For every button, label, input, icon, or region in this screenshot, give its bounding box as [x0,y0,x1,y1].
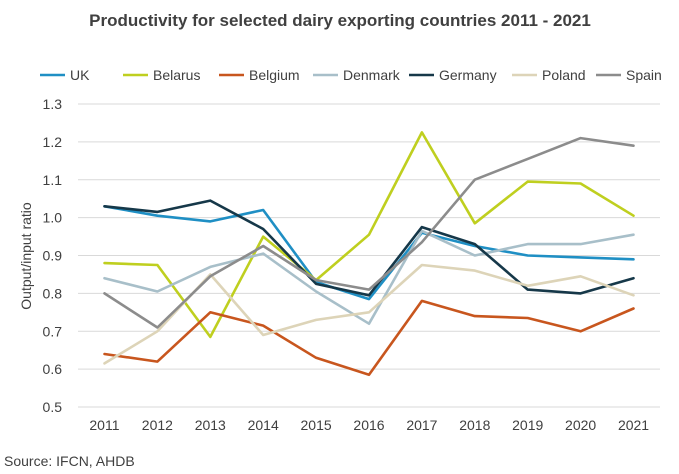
legend: UK Belarus Belgium Denmark Germany Poland Spai… [40,67,662,83]
legend-label-poland: Poland [542,67,586,83]
x-tick-label: 2011 [89,417,119,433]
legend-label-germany: Germany [439,67,497,83]
series-line-spain [103,136,635,329]
series-line-belgium [103,299,635,377]
legend-label-spain: Spain [626,67,662,83]
y-tick-label: 1.2 [43,134,63,150]
x-tick-label: 2021 [618,417,649,433]
series-line-germany [103,199,635,297]
x-tick-label: 2017 [406,417,437,433]
x-axis-ticks: 2011 2012 2013 2014 2015 2016 2017 2018 2019 2020… [89,417,649,433]
y-tick-label: 1.3 [43,96,63,112]
y-tick-label: 0.7 [43,323,63,339]
series-line-denmark [103,229,635,326]
x-tick-label: 2018 [459,417,490,433]
x-tick-label: 2013 [195,417,226,433]
x-tick-label: 2014 [248,417,279,433]
y-axis-ticks: 0.5 0.6 0.7 0.8 0.9 1.0 1.1 1.2 1.3 [43,96,63,415]
legend-label-denmark: Denmark [343,67,401,83]
legend-label-belgium: Belgium [249,67,300,83]
y-tick-label: 0.9 [43,248,63,264]
series-line-belarus [103,131,635,339]
x-tick-label: 2012 [142,417,173,433]
series-line-uk [103,205,635,301]
x-tick-label: 2020 [565,417,596,433]
series-lines [103,131,635,377]
y-tick-label: 0.8 [43,285,63,301]
legend-label-belarus: Belarus [153,67,200,83]
gridlines [78,103,660,408]
y-tick-label: 0.5 [43,399,63,415]
y-axis-title: Output/input ratio [18,202,34,310]
x-tick-label: 2015 [301,417,332,433]
legend-label-uk: UK [70,67,90,83]
source-note: Source: IFCN, AHDB [4,453,135,469]
x-tick-label: 2019 [512,417,543,433]
y-tick-label: 0.6 [43,361,63,377]
x-tick-label: 2016 [353,417,384,433]
y-tick-label: 1.1 [43,172,63,188]
y-tick-label: 1.0 [43,210,63,226]
chart-title: Productivity for selected dairy exportin… [89,11,591,30]
